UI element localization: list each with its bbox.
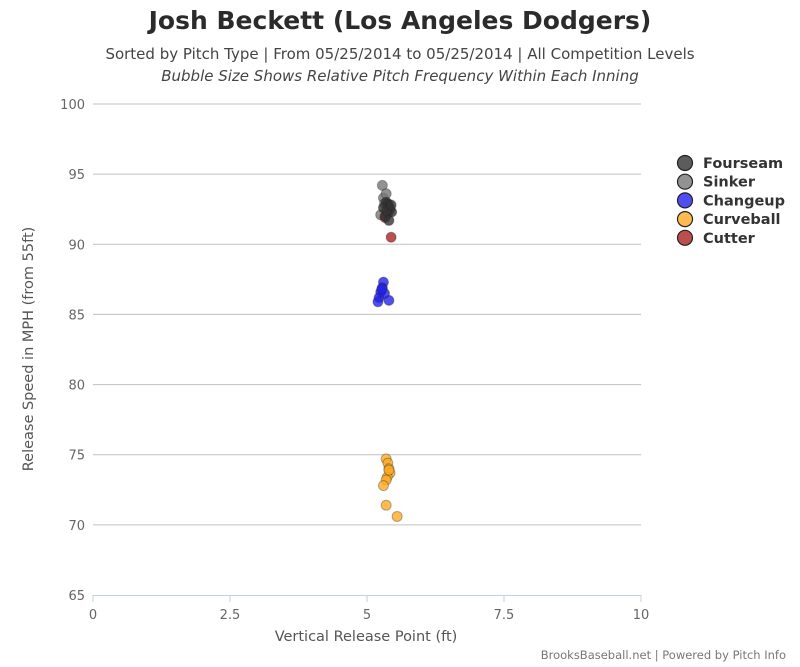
y-tick-label: 80 [68, 379, 85, 394]
y-tick-label: 65 [68, 589, 85, 604]
data-point [380, 499, 392, 511]
x-tick-label: 0 [89, 608, 97, 623]
legend-label: Curveball [703, 212, 781, 228]
data-point [385, 199, 397, 211]
credits: BrooksBaseball.net | Powered by Pitch In… [540, 648, 786, 662]
legend-label: Changeup [703, 193, 785, 209]
x-axis-label: Vertical Release Point (ft) [275, 629, 458, 645]
x-tick-label: 7.5 [494, 608, 515, 623]
chart-title: Josh Beckett (Los Angeles Dodgers) [148, 6, 652, 35]
y-axis-label: Release Speed in MPH (from 55ft) [21, 227, 37, 472]
y-tick-label: 100 [60, 98, 85, 113]
chart-subtitle: Sorted by Pitch Type | From 05/25/2014 t… [105, 45, 695, 63]
data-point [377, 480, 389, 492]
legend-marker [676, 192, 694, 209]
y-tick-label: 85 [68, 308, 85, 323]
x-tick-label: 2.5 [220, 608, 241, 623]
data-point [385, 231, 397, 243]
legend-label: Fourseam [703, 156, 783, 172]
y-tick-label: 70 [68, 519, 85, 534]
data-point [391, 510, 403, 522]
chart-subtitle-bubble-note: Bubble Size Shows Relative Pitch Frequen… [161, 67, 639, 85]
grid-lines [93, 103, 641, 526]
legend-label: Cutter [703, 231, 756, 247]
y-tick-label: 95 [68, 168, 85, 183]
x-tick-label: 5 [363, 608, 371, 623]
legend-marker [676, 211, 694, 228]
y-tick-label: 75 [68, 449, 85, 464]
legend-label: Sinker [703, 175, 756, 191]
data-point [376, 283, 388, 295]
legend: Fourseam Sinker Changeup Curveball Cutter [676, 154, 785, 247]
x-axis: 0 2.5 5 7.5 10 [89, 595, 649, 623]
data-point [376, 179, 388, 191]
legend-marker [676, 154, 694, 172]
y-tick-label: 90 [68, 238, 85, 253]
data-point [383, 464, 395, 476]
data-point [372, 296, 384, 308]
y-axis-tick-labels: 65 70 75 80 85 90 95 100 [60, 98, 85, 604]
x-tick-label: 10 [633, 608, 650, 623]
data-point [383, 214, 395, 226]
legend-marker [676, 229, 694, 246]
data-points [372, 179, 403, 522]
legend-marker [676, 173, 694, 190]
